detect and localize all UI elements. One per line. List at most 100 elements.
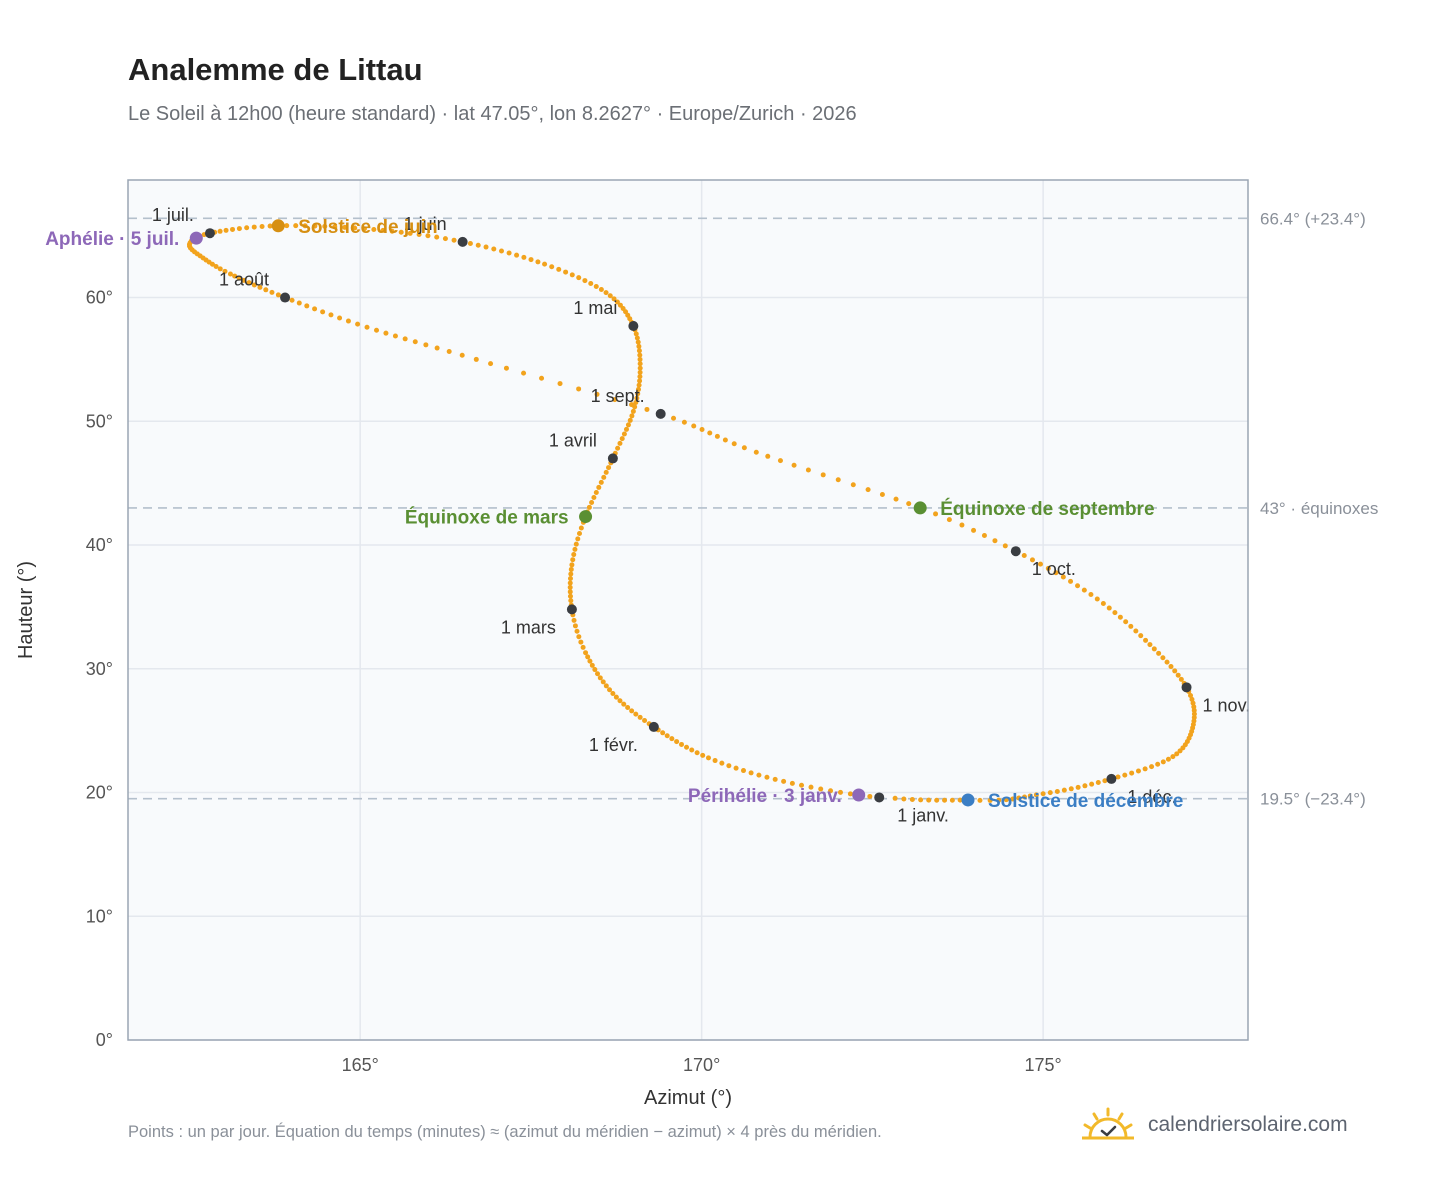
daily-sun-dot [337, 315, 343, 321]
daily-sun-dot [223, 227, 229, 233]
daily-sun-dot [389, 228, 395, 234]
event-marker-label: Aphélie · 5 juil. [45, 229, 179, 250]
month-marker-label: 1 août [219, 270, 269, 290]
daily-sun-dot [1160, 759, 1166, 765]
daily-sun-dot [926, 797, 932, 803]
daily-sun-dot [475, 242, 481, 248]
y-tick-label: 40° [86, 535, 113, 555]
daily-sun-dot [1061, 787, 1067, 793]
daily-sun-dot [236, 275, 242, 281]
daily-sun-dot [320, 309, 326, 315]
daily-sun-dot [679, 741, 684, 747]
daily-sun-dot [847, 791, 853, 797]
y-tick-label: 60° [86, 288, 113, 308]
daily-sun-dot [756, 772, 762, 778]
daily-sun-dot [623, 426, 629, 432]
daily-sun-dot [570, 557, 576, 563]
daily-sun-dot [694, 750, 700, 756]
daily-sun-dot [251, 282, 257, 288]
daily-sun-dot [1029, 557, 1035, 563]
daily-sun-dot [593, 284, 599, 289]
daily-sun-dot [1045, 565, 1051, 571]
daily-sun-dot [1081, 587, 1087, 593]
event-marker-label: Solstice de décembre [988, 791, 1183, 812]
daily-sun-dot [636, 343, 642, 349]
daily-sun-dot [636, 382, 642, 388]
daily-sun-dot [1100, 601, 1106, 607]
daily-sun-dot [1143, 637, 1149, 643]
brand[interactable]: calendriersolaire.com [1082, 1103, 1348, 1147]
daily-sun-dot [617, 302, 623, 308]
daily-sun-dot [1040, 791, 1046, 797]
daily-sun-dot [598, 479, 604, 485]
daily-sun-dot [592, 667, 598, 673]
daily-sun-dot [1123, 619, 1129, 625]
x-tick-label: 170° [683, 1055, 720, 1075]
daily-sun-dot [1174, 751, 1180, 757]
grid [128, 180, 1248, 1041]
daily-sun-dot [733, 765, 739, 771]
daily-sun-dot [1002, 543, 1008, 549]
daily-sun-dot [726, 763, 732, 769]
daily-sun-dot [589, 662, 595, 668]
daily-sun-dot [1160, 655, 1166, 661]
event-marker-dot [271, 219, 285, 233]
daily-sun-dot [355, 321, 361, 327]
daily-sun-dot [302, 223, 308, 229]
daily-sun-dot [674, 739, 680, 745]
y-axis-label: Hauteur (°) [15, 561, 37, 659]
daily-sun-dot [352, 225, 358, 231]
month-marker-dot [280, 292, 291, 303]
event-marker-label: Équinoxe de mars [405, 507, 569, 529]
daily-sun-dot [700, 752, 706, 758]
brand-text[interactable]: calendriersolaire.com [1148, 1113, 1348, 1136]
daily-sun-dot [669, 736, 675, 742]
daily-sun-dot [612, 397, 618, 403]
daily-sun-dot [1117, 614, 1123, 620]
daily-sun-dot [712, 758, 718, 764]
daily-sun-dot [629, 708, 635, 714]
daily-sun-dot [621, 431, 627, 437]
daily-sun-dot [740, 768, 746, 774]
daily-sun-dot [933, 511, 939, 517]
reference-line-label: 19.5° (−23.4°) [1260, 790, 1366, 809]
daily-sun-dot [567, 580, 573, 586]
daily-sun-dot [1142, 766, 1148, 772]
daily-sun-dot [987, 797, 993, 803]
daily-sun-dot [374, 327, 380, 333]
daily-sun-dot [535, 259, 541, 265]
y-tick-label: 30° [86, 659, 113, 679]
daily-sun-dot [1115, 774, 1121, 780]
daily-sun-dot [521, 254, 527, 260]
daily-sun-dot [957, 797, 963, 803]
daily-sun-dot [637, 374, 643, 380]
daily-sun-dot [539, 375, 545, 381]
daily-sun-dot [293, 223, 299, 229]
daily-sun-dot [625, 422, 631, 428]
daily-sun-dot [879, 491, 885, 497]
month-marker-dot [457, 236, 468, 247]
daily-sun-dot [567, 593, 573, 599]
sun-check-icon [1082, 1107, 1134, 1140]
month-marker-dot [607, 453, 618, 464]
daily-sun-dot [342, 224, 348, 230]
daily-sun-dot [764, 774, 770, 780]
daily-sun-dot [1095, 779, 1101, 785]
daily-sun-dot [1170, 754, 1176, 760]
daily-sun-dot [1165, 756, 1171, 762]
daily-sun-dot [610, 691, 616, 697]
daily-sun-dot [1033, 792, 1039, 798]
daily-sun-dot [731, 441, 737, 447]
daily-sun-dot [328, 312, 334, 318]
daily-sun-dot [805, 467, 811, 473]
daily-sun-dot [528, 257, 534, 263]
daily-sun-dot [227, 271, 233, 277]
daily-sun-dot [1175, 672, 1181, 678]
daily-sun-dot [1191, 707, 1197, 713]
daily-sun-dot [312, 306, 318, 312]
daily-sun-dot [246, 280, 252, 286]
daily-sun-dot [574, 628, 580, 634]
daily-sun-dot [705, 755, 711, 761]
daily-sun-dot [514, 252, 520, 258]
daily-sun-dot [483, 244, 489, 250]
